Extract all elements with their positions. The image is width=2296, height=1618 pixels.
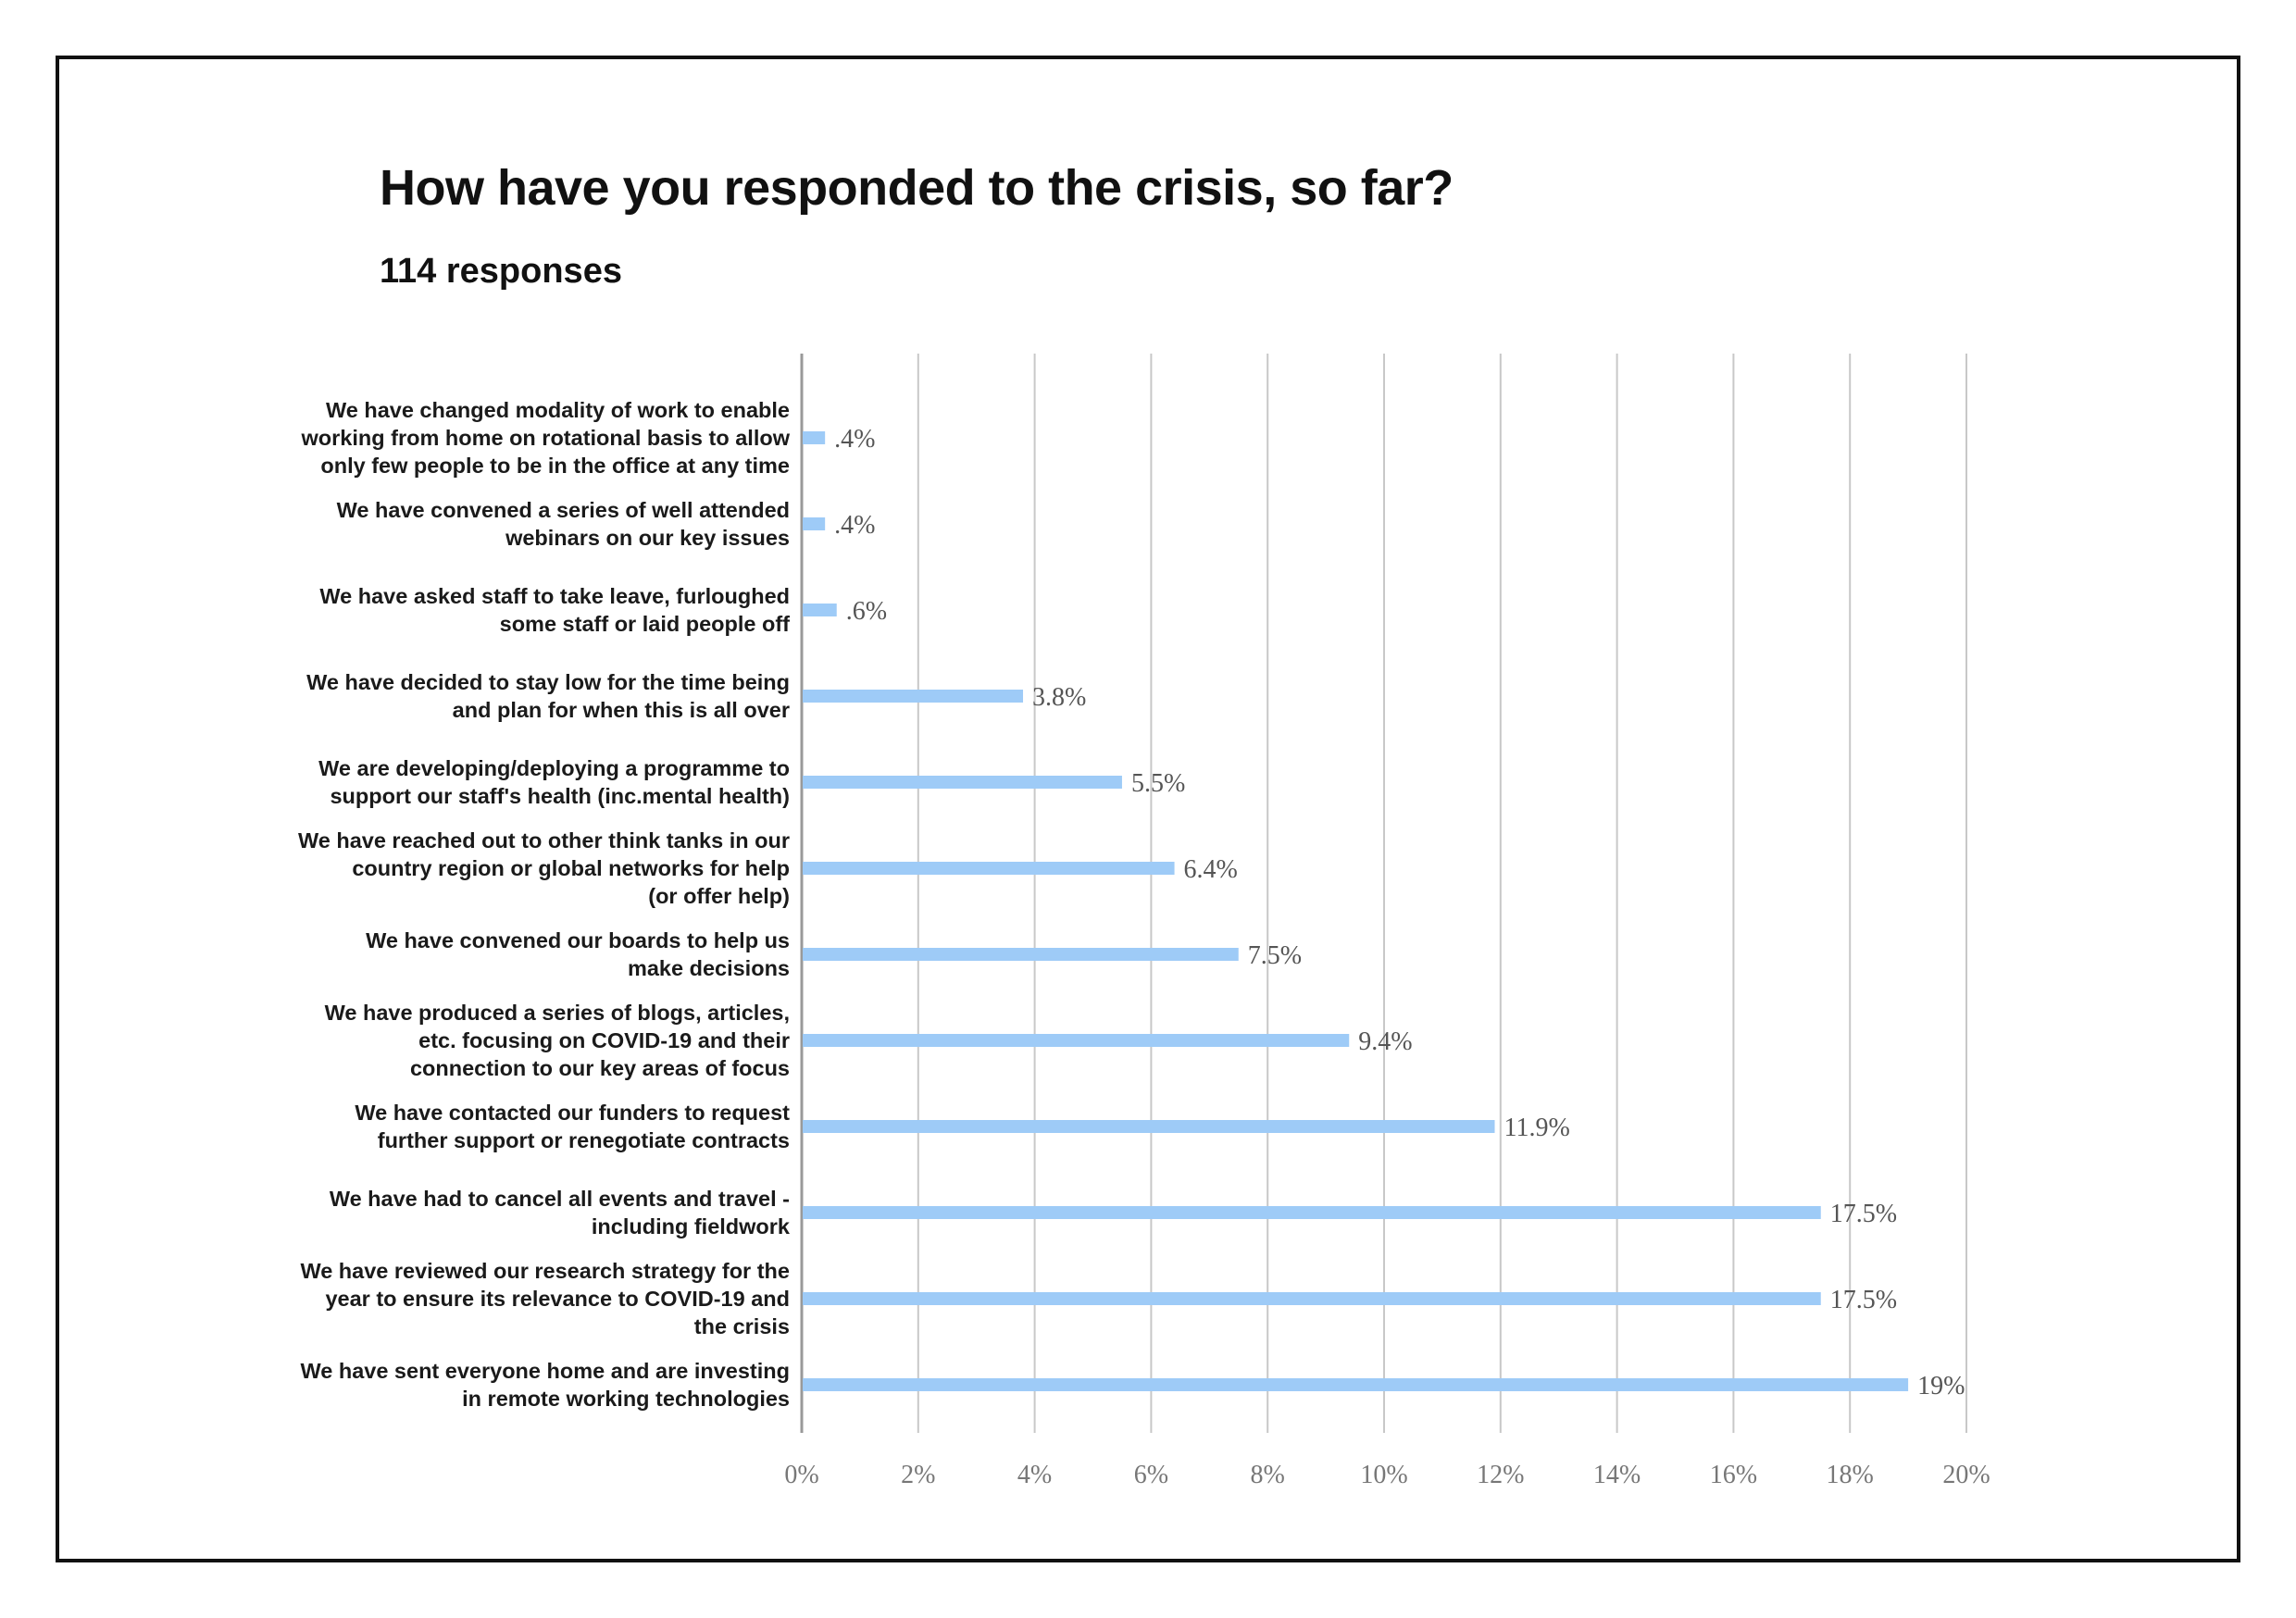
data-label: 11.9% — [1504, 1114, 1570, 1142]
x-tick-label: 0% — [784, 1461, 818, 1489]
category-label-line: the crisis — [694, 1314, 790, 1338]
category-label-line: and plan for when this is all over — [453, 698, 790, 722]
data-label: 17.5% — [1830, 1286, 1897, 1314]
chart-subtitle: 114 responses — [380, 252, 622, 291]
bar — [803, 431, 826, 444]
category-label-line: We have had to cancel all events and tra… — [330, 1187, 790, 1211]
data-label: 7.5% — [1248, 941, 1302, 970]
category-label-line: only few people to be in the office at a… — [320, 454, 790, 478]
category-label-line: We have convened a series of well attend… — [337, 498, 790, 522]
category-label-line: including fieldwork — [592, 1214, 791, 1238]
chart-frame — [56, 56, 2240, 1562]
x-tick-label: 4% — [1017, 1461, 1052, 1489]
category-label: We have reviewed our research strategy f… — [300, 1259, 790, 1338]
bar — [803, 948, 1239, 961]
data-label: 3.8% — [1032, 683, 1086, 712]
category-label-line: further support or renegotiate contracts — [378, 1128, 790, 1152]
data-label: 19% — [1917, 1372, 1965, 1400]
category-label-line: webinars on our key issues — [505, 526, 790, 550]
x-tick-label: 16% — [1710, 1461, 1757, 1489]
bar — [803, 1206, 1821, 1219]
category-label-line: We have reached out to other think tanks… — [298, 828, 790, 853]
x-tick-label: 14% — [1593, 1461, 1641, 1489]
bar — [803, 604, 837, 616]
x-tick-label: 20% — [1942, 1461, 1990, 1489]
chart-title: How have you responded to the crisis, so… — [380, 160, 1454, 216]
category-label-line: We have produced a series of blogs, arti… — [325, 1001, 790, 1025]
x-tick-label: 18% — [1827, 1461, 1874, 1489]
category-label: We have had to cancel all events and tra… — [330, 1187, 791, 1238]
category-label-line: We have contacted our funders to request — [355, 1101, 790, 1125]
x-tick-label: 10% — [1360, 1461, 1407, 1489]
x-tick-label: 6% — [1134, 1461, 1168, 1489]
category-label: We have reached out to other think tanks… — [298, 828, 790, 908]
category-label: We have changed modality of work to enab… — [301, 398, 791, 478]
category-label-line: make decisions — [628, 956, 790, 980]
category-label-line: We have changed modality of work to enab… — [326, 398, 790, 422]
data-label: 5.5% — [1131, 769, 1185, 798]
bar — [803, 776, 1122, 789]
bar — [803, 1120, 1495, 1133]
category-label: We are developing/deploying a programme … — [318, 756, 790, 808]
data-label: .6% — [846, 597, 887, 626]
x-tick-label: 2% — [901, 1461, 935, 1489]
category-label-line: support our staff's health (inc.mental h… — [330, 784, 790, 808]
x-tick-label: 8% — [1251, 1461, 1285, 1489]
category-label-line: We have convened our boards to help us — [366, 928, 790, 952]
category-label-line: We are developing/deploying a programme … — [318, 756, 790, 780]
category-label-line: etc. focusing on COVID-19 and their — [418, 1028, 790, 1052]
category-label-line: country region or global networks for he… — [352, 856, 790, 880]
bar — [803, 690, 1024, 703]
category-label: We have convened a series of well attend… — [337, 498, 790, 550]
category-label-line: working from home on rotational basis to… — [301, 426, 791, 450]
bar — [803, 862, 1175, 875]
category-label-line: some staff or laid people off — [500, 612, 791, 636]
category-label: We have contacted our funders to request… — [355, 1101, 790, 1152]
x-tick-label: 12% — [1477, 1461, 1524, 1489]
category-label-line: We have reviewed our research strategy f… — [300, 1259, 790, 1283]
category-label-line: year to ensure its relevance to COVID-19… — [325, 1287, 790, 1311]
data-label: 6.4% — [1184, 855, 1238, 884]
category-label: We have decided to stay low for the time… — [306, 670, 790, 722]
category-label: We have convened our boards to help us ma… — [366, 928, 790, 980]
category-label: We have produced a series of blogs, arti… — [325, 1001, 790, 1080]
category-label-line: connection to our key areas of focus — [410, 1056, 790, 1080]
data-label: .4% — [834, 425, 875, 454]
data-label: 9.4% — [1358, 1027, 1412, 1056]
data-label: 17.5% — [1830, 1200, 1897, 1228]
category-label: We have sent everyone home and are inves… — [300, 1359, 790, 1411]
category-label-line: We have asked staff to take leave, furlo… — [319, 584, 790, 608]
bar — [803, 1292, 1821, 1305]
category-label: We have asked staff to take leave, furlo… — [319, 584, 790, 636]
category-label-line: We have decided to stay low for the time… — [306, 670, 790, 694]
category-label-line: We have sent everyone home and are inves… — [300, 1359, 790, 1383]
bar — [803, 1034, 1350, 1047]
category-label-line: (or offer help) — [648, 884, 790, 908]
bar — [803, 1378, 1909, 1391]
category-label-line: in remote working technologies — [462, 1387, 790, 1411]
bar — [803, 517, 826, 530]
data-label: .4% — [834, 511, 875, 540]
